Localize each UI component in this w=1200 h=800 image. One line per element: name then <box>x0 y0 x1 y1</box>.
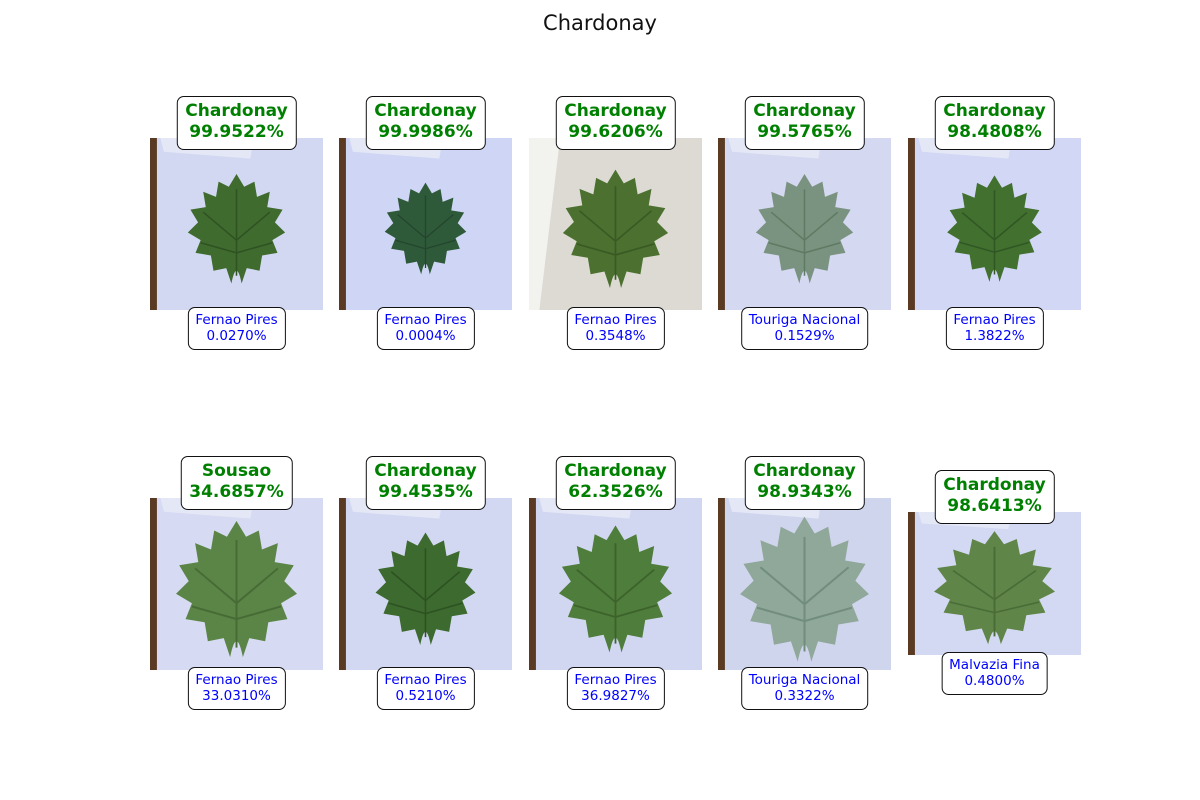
top-prediction-label: Chardonay 99.9522% <box>176 96 297 150</box>
leaf-image <box>718 498 891 670</box>
second-prediction-probability: 0.1529% <box>774 328 835 344</box>
second-prediction-label: Fernao Pires 0.5210% <box>376 667 475 710</box>
second-prediction-probability: 0.3322% <box>774 688 835 704</box>
top-prediction-class: Chardonay <box>564 101 667 121</box>
leaf-image <box>339 498 512 670</box>
top-prediction-label: Sousao 34.6857% <box>180 456 293 510</box>
leaf-image <box>339 138 512 310</box>
second-prediction-probability: 0.4800% <box>964 673 1025 689</box>
second-prediction-label: Malvazia Fina 0.4800% <box>941 652 1048 695</box>
second-prediction-probability: 33.0310% <box>202 688 271 704</box>
second-prediction-class: Malvazia Fina <box>949 657 1040 673</box>
top-prediction-probability: 99.4535% <box>378 482 473 502</box>
top-prediction-probability: 99.9986% <box>378 122 473 142</box>
second-prediction-class: Fernao Pires <box>384 672 467 688</box>
second-prediction-label: Fernao Pires 0.0270% <box>187 307 286 350</box>
leaf-image <box>529 498 702 670</box>
top-prediction-probability: 99.6206% <box>568 122 663 142</box>
top-prediction-probability: 99.9522% <box>189 122 284 142</box>
top-prediction-label: Chardonay 99.9986% <box>365 96 486 150</box>
top-prediction-class: Chardonay <box>374 101 477 121</box>
second-prediction-label: Fernao Pires 0.3548% <box>566 307 665 350</box>
top-prediction-class: Chardonay <box>943 475 1046 495</box>
second-prediction-probability: 1.3822% <box>964 328 1025 344</box>
second-prediction-label: Fernao Pires 1.3822% <box>945 307 1044 350</box>
second-prediction-class: Fernao Pires <box>574 312 657 328</box>
second-prediction-class: Fernao Pires <box>574 672 657 688</box>
second-prediction-class: Touriga Nacional <box>748 312 861 328</box>
second-prediction-probability: 0.3548% <box>585 328 646 344</box>
leaf-image <box>529 138 702 310</box>
leaf-image <box>908 138 1081 310</box>
top-prediction-probability: 98.4808% <box>947 122 1042 142</box>
second-prediction-probability: 0.0004% <box>395 328 456 344</box>
top-prediction-label: Chardonay 99.6206% <box>555 96 676 150</box>
top-prediction-label: Chardonay 98.9343% <box>744 456 865 510</box>
second-prediction-probability: 0.5210% <box>395 688 456 704</box>
figure-title: Chardonay <box>543 11 657 35</box>
top-prediction-class: Chardonay <box>753 461 856 481</box>
second-prediction-class: Fernao Pires <box>384 312 467 328</box>
leaf-image <box>908 512 1081 655</box>
top-prediction-class: Chardonay <box>564 461 667 481</box>
top-prediction-label: Chardonay 98.6413% <box>934 470 1055 524</box>
top-prediction-label: Chardonay 99.4535% <box>365 456 486 510</box>
second-prediction-label: Fernao Pires 36.9827% <box>566 667 665 710</box>
second-prediction-class: Touriga Nacional <box>748 672 861 688</box>
top-prediction-class: Chardonay <box>943 101 1046 121</box>
leaf-image <box>150 138 323 310</box>
top-prediction-probability: 98.6413% <box>947 496 1042 516</box>
top-prediction-label: Chardonay 62.3526% <box>555 456 676 510</box>
second-prediction-label: Fernao Pires 0.0004% <box>376 307 475 350</box>
top-prediction-label: Chardonay 98.4808% <box>934 96 1055 150</box>
second-prediction-probability: 0.0270% <box>206 328 267 344</box>
leaf-image <box>718 138 891 310</box>
top-prediction-probability: 34.6857% <box>189 482 284 502</box>
top-prediction-class: Chardonay <box>753 101 856 121</box>
second-prediction-class: Fernao Pires <box>195 312 278 328</box>
second-prediction-class: Fernao Pires <box>195 672 278 688</box>
top-prediction-probability: 98.9343% <box>757 482 852 502</box>
leaf-image <box>150 498 323 670</box>
second-prediction-label: Fernao Pires 33.0310% <box>187 667 286 710</box>
top-prediction-label: Chardonay 99.5765% <box>744 96 865 150</box>
top-prediction-probability: 62.3526% <box>568 482 663 502</box>
second-prediction-probability: 36.9827% <box>581 688 650 704</box>
top-prediction-probability: 99.5765% <box>757 122 852 142</box>
second-prediction-class: Fernao Pires <box>953 312 1036 328</box>
top-prediction-class: Chardonay <box>374 461 477 481</box>
top-prediction-class: Chardonay <box>185 101 288 121</box>
second-prediction-label: Touriga Nacional 0.1529% <box>740 307 869 350</box>
second-prediction-label: Touriga Nacional 0.3322% <box>740 667 869 710</box>
top-prediction-class: Sousao <box>201 461 272 481</box>
